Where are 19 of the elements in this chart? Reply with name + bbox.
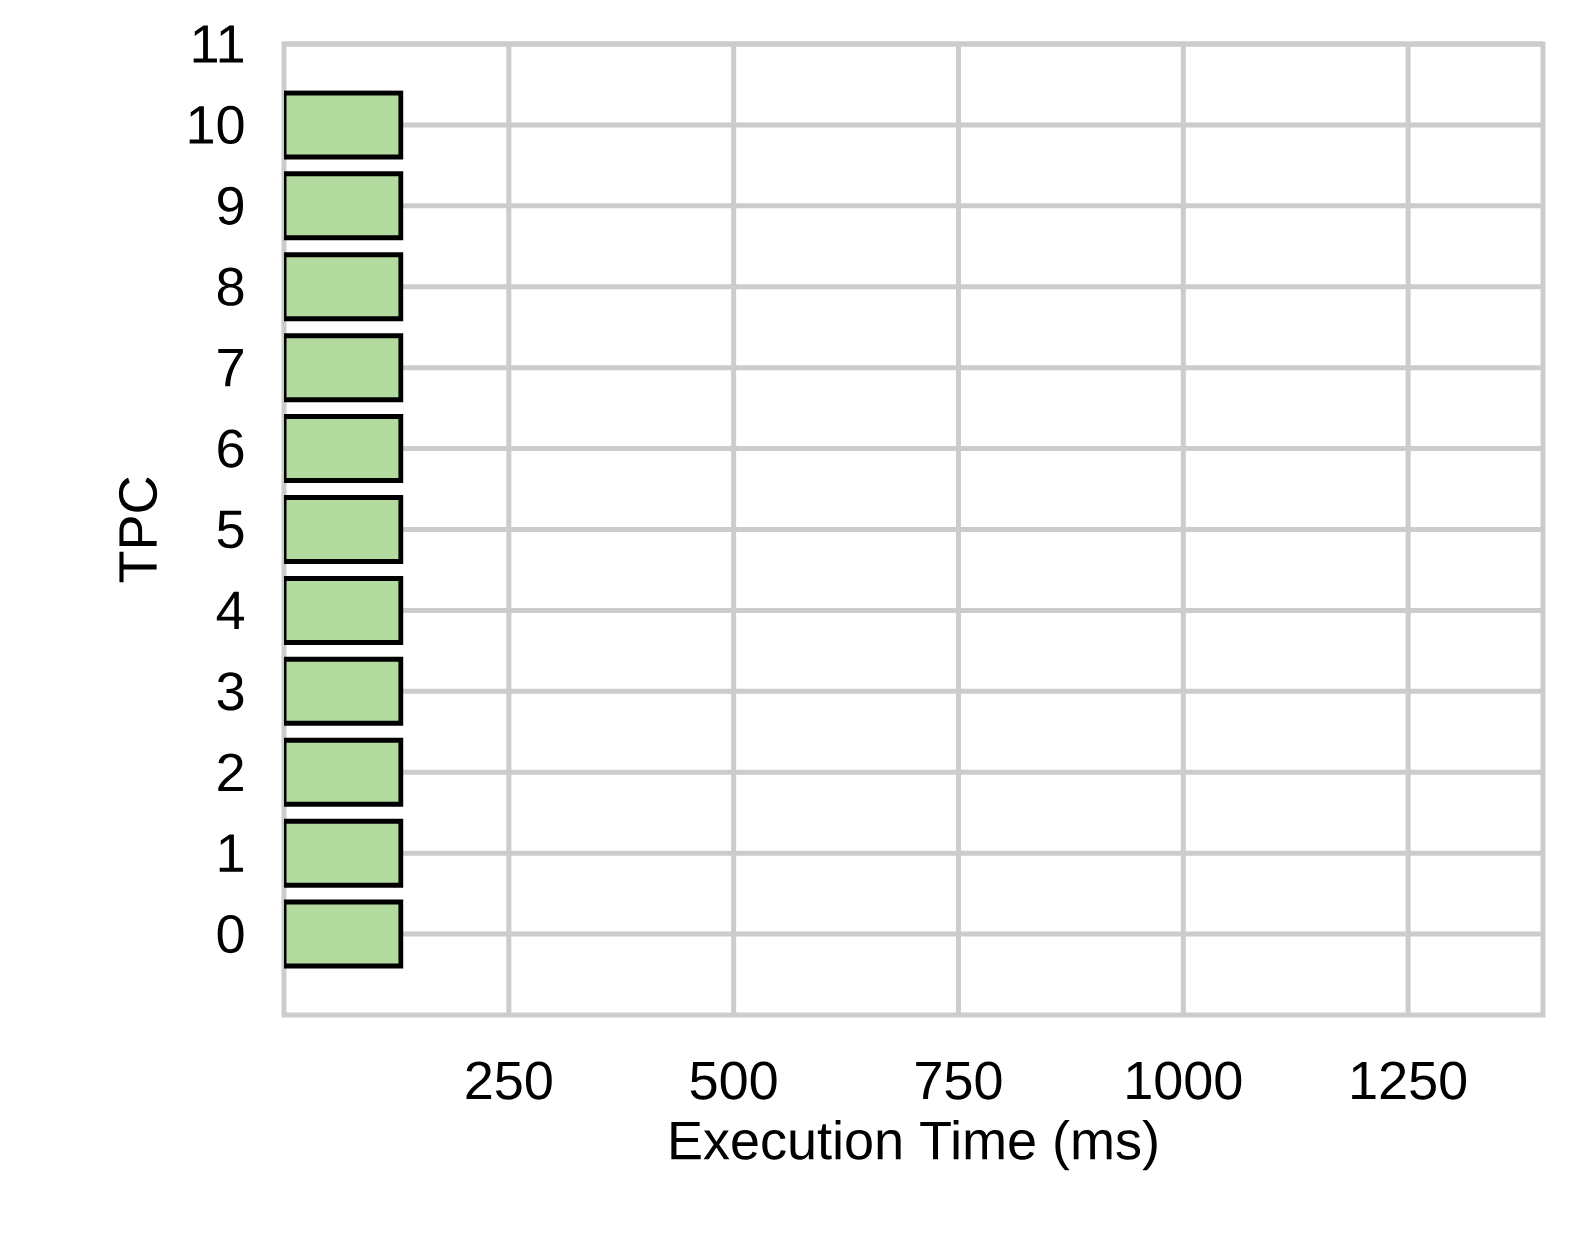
x-tick-label: 750	[916, 1061, 1002, 1100]
y-tick-label: 1	[219, 834, 243, 872]
x-tick-label: 250	[466, 1061, 552, 1100]
x-tick-label: 1250	[1352, 1061, 1467, 1100]
y-tick-label: 3	[217, 672, 244, 711]
x-tick-label: 500	[690, 1061, 777, 1100]
y-tick-label: 6	[218, 429, 244, 468]
y-tick-label: 7	[218, 349, 243, 387]
y-tick-label: 8	[217, 267, 244, 306]
y-tick-label: 11	[193, 25, 243, 63]
x-tick-label: 1000	[1127, 1061, 1242, 1100]
y-tick-label: 9	[218, 186, 244, 225]
y-axis-title: TPC	[118, 477, 158, 583]
y-tick-label: 10	[189, 105, 244, 145]
y-tick-label: 5	[217, 510, 244, 549]
y-tick-label: 4	[216, 591, 245, 629]
y-tick-label: 0	[217, 914, 244, 954]
x-axis-title: Execution Time (ms)	[671, 1120, 1157, 1171]
y-tick-label: 2	[218, 753, 243, 792]
